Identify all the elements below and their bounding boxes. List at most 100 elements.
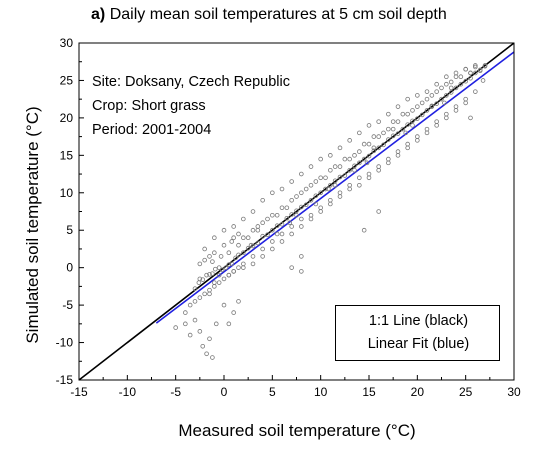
data-point [241, 261, 246, 267]
data-point [424, 89, 430, 94]
data-point [376, 134, 381, 139]
data-point [207, 254, 212, 259]
data-point [410, 108, 415, 113]
data-point [395, 153, 401, 158]
data-point [386, 126, 391, 132]
data-point [328, 201, 333, 207]
data-point [473, 64, 478, 70]
y-axis-label: Simulated soil temperature (°C) [23, 106, 42, 344]
data-point [415, 93, 420, 98]
data-point [192, 317, 198, 323]
data-point [415, 104, 420, 109]
data-point [294, 194, 299, 199]
data-point [366, 141, 372, 147]
data-point [366, 123, 372, 128]
data-point [453, 74, 459, 79]
data-point [289, 224, 294, 229]
data-point [376, 168, 381, 173]
x-tick-label: -15 [70, 385, 88, 399]
data-point [405, 96, 410, 102]
data-point [241, 216, 246, 222]
data-point [337, 194, 343, 199]
data-point [313, 179, 319, 184]
x-tick-label: 20 [411, 385, 425, 399]
data-point [200, 277, 206, 282]
panel-label: a) [91, 6, 106, 23]
data-point [313, 193, 319, 199]
data-point [270, 227, 275, 233]
data-point [371, 145, 377, 151]
data-point [212, 284, 217, 289]
data-point [376, 164, 381, 169]
data-point [270, 190, 275, 196]
data-point [463, 100, 468, 106]
data-point [347, 168, 352, 173]
data-point [429, 104, 435, 109]
data-point [473, 63, 478, 68]
data-point [410, 123, 415, 128]
data-point [260, 220, 265, 226]
data-point [326, 186, 331, 192]
data-point [342, 173, 348, 178]
data-point [415, 116, 420, 121]
data-point [444, 111, 449, 117]
legend-entry-1-1-line: 1:1 Line (black) [368, 313, 469, 329]
data-point [361, 141, 367, 147]
data-point [366, 171, 372, 177]
data-point [400, 111, 406, 117]
data-point [216, 272, 222, 278]
data-point [233, 255, 238, 261]
data-point [390, 126, 396, 132]
annotation-crop: Crop: Short grass [92, 98, 206, 114]
data-point [212, 280, 217, 285]
data-point [424, 108, 430, 113]
data-point [212, 250, 217, 255]
chart-title-text: Daily mean soil temperatures at 5 cm soi… [109, 6, 447, 23]
data-point [303, 202, 309, 208]
data-point [468, 75, 473, 81]
data-point [218, 254, 224, 259]
data-point [347, 156, 352, 162]
data-point [308, 182, 314, 188]
data-point [463, 78, 468, 84]
data-point [424, 96, 430, 102]
data-point [371, 148, 377, 154]
data-point [463, 66, 468, 72]
data-point [410, 118, 415, 124]
data-point [289, 212, 294, 217]
data-point [482, 63, 488, 68]
data-point [381, 130, 386, 136]
data-point [434, 89, 439, 94]
data-point [207, 291, 212, 297]
x-tick-label: 0 [221, 385, 228, 399]
data-point [434, 123, 439, 128]
data-point [197, 276, 203, 282]
data-point [270, 239, 275, 244]
data-point [318, 190, 323, 196]
data-point [361, 156, 367, 162]
data-point [332, 164, 338, 169]
data-point [289, 231, 294, 237]
data-point [308, 164, 314, 169]
data-point [308, 212, 314, 218]
data-point [361, 227, 367, 233]
y-tick-label: 30 [60, 36, 74, 50]
data-point [328, 153, 333, 158]
data-point [197, 295, 203, 300]
data-point [250, 209, 256, 214]
data-point [289, 265, 294, 270]
y-tick-label: 20 [60, 111, 74, 125]
data-point [221, 276, 227, 282]
data-point [202, 257, 207, 263]
y-tick-label: 5 [66, 223, 73, 237]
data-point [207, 287, 212, 293]
data-points [173, 63, 488, 360]
data-point [453, 70, 459, 76]
data-point [265, 232, 270, 238]
data-point [352, 168, 357, 173]
y-tick-label: 25 [60, 73, 74, 87]
data-point [229, 261, 235, 267]
data-point [270, 246, 275, 252]
data-point [448, 85, 454, 91]
